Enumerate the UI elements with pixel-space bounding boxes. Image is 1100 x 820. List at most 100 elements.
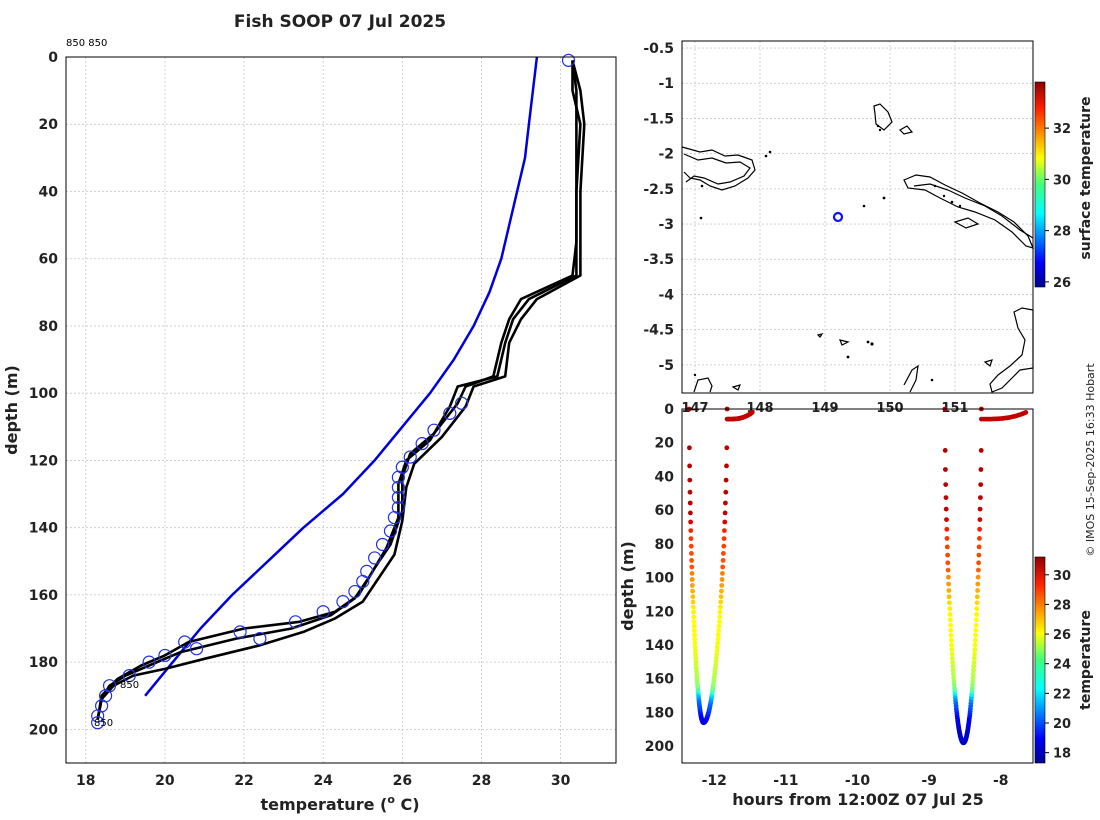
cast-dot <box>951 675 957 681</box>
cast-dot <box>690 604 696 610</box>
cast-dot <box>973 622 979 628</box>
cast-dot <box>689 577 695 582</box>
series-climatology <box>144 56 539 697</box>
cast-dot <box>688 536 694 541</box>
series-profile-2 <box>96 60 578 720</box>
cast-dot <box>975 574 981 580</box>
cast-dot <box>977 517 983 522</box>
y-tick-label: 200 <box>29 722 58 738</box>
cast-dot <box>720 558 726 563</box>
colorbar-tick-label: 22 <box>1053 687 1071 702</box>
profile-marker <box>387 510 402 525</box>
cast-dot <box>970 675 976 681</box>
cast-dot <box>951 671 956 677</box>
profile-marker <box>391 470 405 484</box>
credit-text: © IMOS 15-Sep-2025 16:33 Hobart <box>1084 363 1097 557</box>
cast-dot <box>687 500 693 506</box>
y-tick-label: 60 <box>39 252 59 268</box>
cast-dot <box>945 560 951 566</box>
cast-dot <box>974 600 980 606</box>
cast-dot <box>689 564 695 570</box>
cast-dot <box>690 594 696 599</box>
series-profile-1 <box>96 60 582 720</box>
cast-dot <box>948 632 954 638</box>
cast-dot <box>970 682 975 688</box>
y-tick-label: 0 <box>48 50 58 66</box>
cast-dot <box>978 482 984 487</box>
cast-dot <box>976 552 982 558</box>
time-y-tick-label: 40 <box>655 469 675 485</box>
cast-dot <box>717 609 723 615</box>
cast-dot <box>688 528 694 533</box>
cast-dot <box>692 632 697 638</box>
time-y-tick-label: 140 <box>645 638 674 654</box>
cast-dot <box>692 644 698 650</box>
cast-dot <box>972 642 978 648</box>
time-y-axis-label: depth (m) <box>618 541 637 631</box>
profile-marker <box>316 605 330 619</box>
profile-marker <box>561 53 576 67</box>
cast-dot <box>942 448 948 453</box>
cast-dot <box>723 500 728 506</box>
map-lat-label: -1.5 <box>643 111 674 127</box>
cast-dot <box>977 536 982 541</box>
profile-marker <box>122 668 136 683</box>
cast-dot <box>722 528 727 533</box>
x-tick-label: 26 <box>393 773 412 789</box>
cast-dot <box>688 510 693 516</box>
cast-dot <box>950 664 956 669</box>
cast-dot <box>977 526 982 532</box>
profile-marker <box>158 648 172 663</box>
profile-marker <box>455 396 469 410</box>
x-tick-label: 28 <box>472 773 491 789</box>
cast-dot <box>944 517 949 522</box>
cast-dot <box>689 551 694 556</box>
temperature-colorbar-label: temperature <box>1078 610 1094 710</box>
cast-dot <box>971 664 977 669</box>
cast-dot <box>721 551 726 556</box>
time-y-tick-label: 200 <box>645 739 674 755</box>
cast-dot <box>949 655 955 661</box>
cast-dot <box>973 627 979 633</box>
y-tick-label: 160 <box>29 588 58 604</box>
profile-marker <box>391 490 405 505</box>
cast-dot <box>971 660 977 665</box>
cast-dot <box>720 571 725 576</box>
islet-dots <box>693 124 962 382</box>
cast-dot <box>723 489 729 495</box>
cast-dot <box>721 543 727 549</box>
map-lat-label: -0.5 <box>643 41 674 57</box>
cast-dot <box>692 648 698 654</box>
cast-dot <box>947 606 953 612</box>
time-y-tick-label: 60 <box>655 503 675 519</box>
location-map: 147 148 149 150 151 -0.5-1-1.5-2-2.5-3-3.5-4… <box>643 40 1035 416</box>
cast-dot <box>687 477 693 483</box>
cast-dot <box>719 588 724 594</box>
colorbar-tick-label: 18 <box>1053 747 1071 762</box>
cast-dot <box>692 636 698 642</box>
profile-marker <box>288 615 303 629</box>
map-lat-label: -2 <box>658 147 674 163</box>
time-x-axis-label: hours from 12:00Z 07 Jul 25 <box>732 790 983 809</box>
cast-dot <box>687 489 693 495</box>
time-y-tick-label: 20 <box>655 436 675 452</box>
profile-marker <box>91 709 105 723</box>
cast-dot <box>945 552 950 558</box>
cast-dot <box>716 628 722 633</box>
cast-dot <box>690 588 695 594</box>
cast-dot <box>718 604 723 610</box>
time-x-tick-label: -11 <box>773 773 798 789</box>
surface-dot <box>749 410 755 415</box>
cast-dot <box>724 463 729 469</box>
time-x-tick-label: -9 <box>921 773 937 789</box>
cast-dot <box>715 632 721 638</box>
cast-dot <box>950 667 956 673</box>
colorbar-tick-label: 28 <box>1053 598 1071 613</box>
cast-dot <box>722 510 728 516</box>
cast-dot <box>717 614 723 620</box>
cast-dot <box>950 660 955 665</box>
y-tick-label: 180 <box>29 655 58 671</box>
cast-dot <box>715 640 721 646</box>
profile-marker <box>427 423 441 437</box>
series-profile-3 <box>96 60 586 720</box>
